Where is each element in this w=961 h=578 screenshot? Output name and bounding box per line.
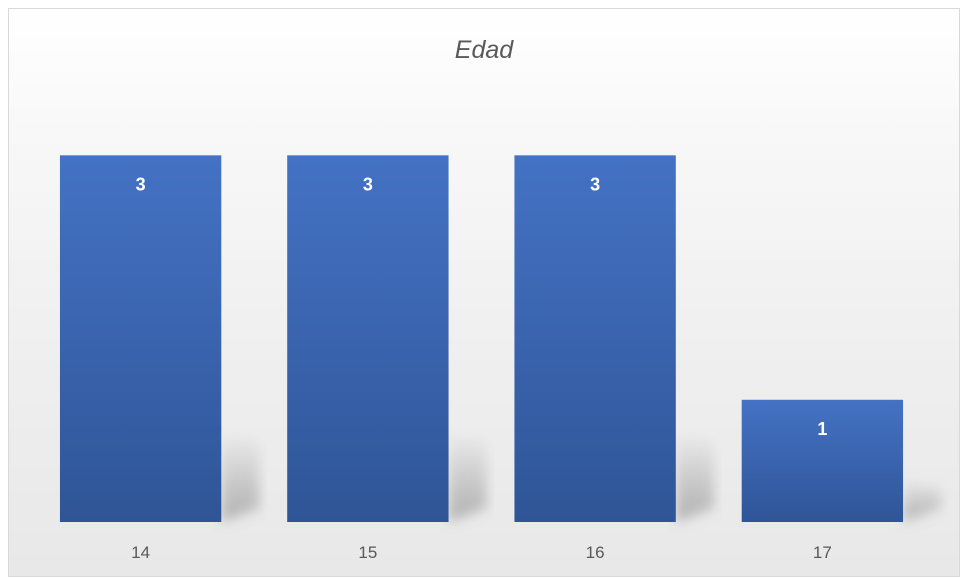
bar — [514, 155, 676, 523]
x-axis-ticks: 14 15 16 17 — [131, 543, 832, 562]
x-tick-label: 14 — [131, 543, 150, 562]
data-labels: 3 3 3 1 — [136, 174, 828, 438]
bar-shadow — [221, 432, 260, 522]
bar — [59, 155, 222, 523]
bar-plot: 3 3 3 1 14 15 16 17 — [59, 155, 942, 562]
data-label: 1 — [817, 419, 827, 439]
bar-shadow — [903, 479, 942, 522]
bar — [741, 399, 904, 522]
data-label: 3 — [136, 174, 146, 194]
bars — [59, 155, 904, 523]
x-tick-label: 15 — [358, 543, 377, 562]
bar-shadows — [221, 432, 942, 522]
chart-area: Edad 3 3 3 1 14 15 16 17 — [8, 8, 960, 577]
data-label: 3 — [363, 174, 373, 194]
bar-shadow — [675, 432, 714, 522]
data-label: 3 — [590, 174, 600, 194]
x-tick-label: 17 — [813, 543, 832, 562]
x-tick-label: 16 — [586, 543, 605, 562]
bar — [287, 155, 449, 523]
chart-title: Edad — [454, 36, 514, 64]
bar-shadow — [448, 432, 487, 522]
